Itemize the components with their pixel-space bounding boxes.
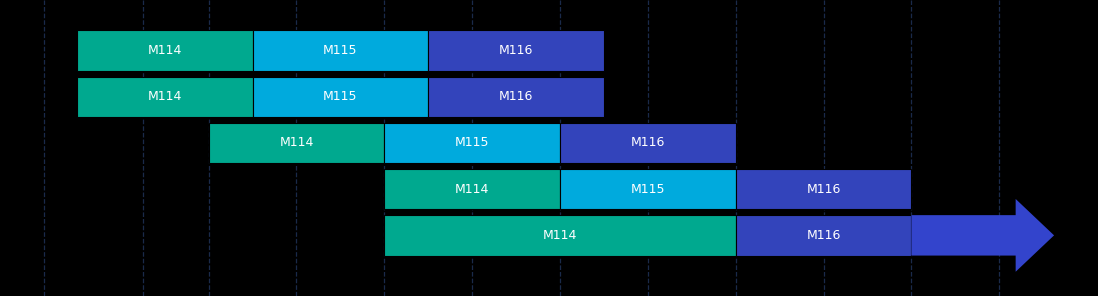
Bar bbox=[384, 169, 560, 209]
Bar bbox=[384, 215, 736, 255]
Text: M116: M116 bbox=[498, 44, 534, 57]
Text: M115: M115 bbox=[323, 44, 358, 57]
Bar bbox=[77, 77, 253, 117]
Text: M114: M114 bbox=[279, 136, 314, 149]
Text: M116: M116 bbox=[806, 183, 841, 196]
Bar bbox=[736, 215, 911, 255]
Text: M114: M114 bbox=[542, 229, 578, 242]
Text: M116: M116 bbox=[806, 229, 841, 242]
Text: M115: M115 bbox=[630, 183, 665, 196]
Bar bbox=[384, 123, 560, 163]
Text: M114: M114 bbox=[147, 90, 182, 103]
Bar bbox=[560, 123, 736, 163]
Bar bbox=[428, 77, 604, 117]
Text: M114: M114 bbox=[147, 44, 182, 57]
Bar bbox=[736, 169, 911, 209]
Text: M116: M116 bbox=[498, 90, 534, 103]
Bar bbox=[209, 123, 384, 163]
Text: M115: M115 bbox=[323, 90, 358, 103]
Bar bbox=[560, 169, 736, 209]
Text: M114: M114 bbox=[455, 183, 490, 196]
Bar bbox=[253, 30, 428, 71]
Text: M116: M116 bbox=[630, 136, 665, 149]
Bar bbox=[428, 30, 604, 71]
Bar bbox=[253, 77, 428, 117]
Bar bbox=[77, 30, 253, 71]
Text: M115: M115 bbox=[455, 136, 490, 149]
Polygon shape bbox=[911, 199, 1054, 272]
